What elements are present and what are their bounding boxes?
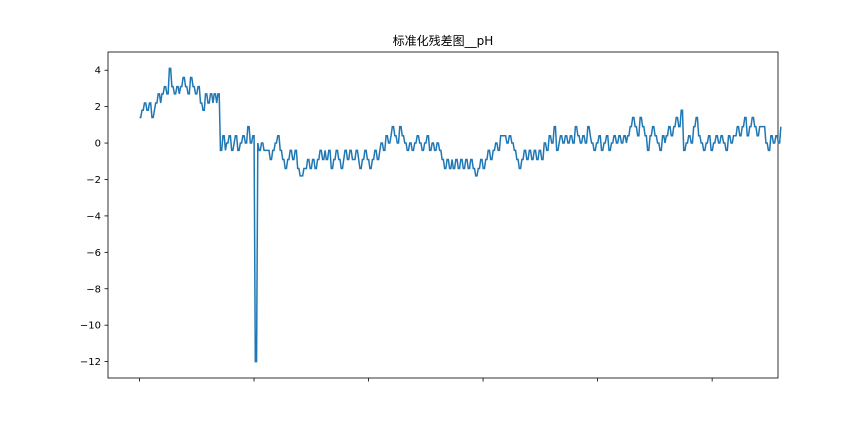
y-tick-label: 0 bbox=[95, 139, 101, 150]
y-axis: 4 2 0 −2 −4 −6 −8 −10 −12 bbox=[80, 66, 108, 368]
series-layer bbox=[139, 67, 782, 363]
y-tick-label: −4 bbox=[86, 211, 101, 222]
plot-frame bbox=[107, 51, 779, 379]
y-tick-label: −2 bbox=[86, 175, 101, 186]
series-line bbox=[139, 67, 782, 363]
y-tick-label: 2 bbox=[95, 102, 101, 113]
chart-title: 标准化残差图__pH bbox=[393, 34, 494, 48]
y-tick-label: 4 bbox=[95, 66, 101, 77]
y-tick-label: −8 bbox=[86, 284, 101, 295]
axes-frame bbox=[107, 51, 779, 379]
y-tick-label: −6 bbox=[86, 248, 101, 259]
x-axis bbox=[139, 378, 713, 382]
y-tick-label: −12 bbox=[80, 357, 101, 368]
y-tick-label: −10 bbox=[80, 321, 101, 332]
